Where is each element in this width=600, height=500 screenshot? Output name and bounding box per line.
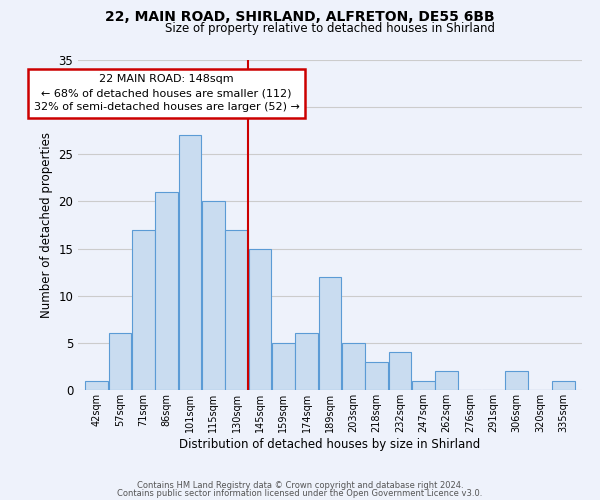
Text: Contains public sector information licensed under the Open Government Licence v3: Contains public sector information licen… bbox=[118, 488, 482, 498]
Bar bbox=[248, 248, 271, 390]
Bar bbox=[179, 136, 202, 390]
Bar bbox=[389, 352, 412, 390]
Bar bbox=[436, 371, 458, 390]
Bar bbox=[342, 343, 365, 390]
Bar bbox=[226, 230, 248, 390]
Bar bbox=[132, 230, 155, 390]
Bar bbox=[295, 334, 318, 390]
Text: 22 MAIN ROAD: 148sqm
← 68% of detached houses are smaller (112)
32% of semi-deta: 22 MAIN ROAD: 148sqm ← 68% of detached h… bbox=[34, 74, 299, 112]
Bar bbox=[412, 380, 434, 390]
Bar bbox=[365, 362, 388, 390]
Bar bbox=[319, 277, 341, 390]
X-axis label: Distribution of detached houses by size in Shirland: Distribution of detached houses by size … bbox=[179, 438, 481, 450]
Text: 22, MAIN ROAD, SHIRLAND, ALFRETON, DE55 6BB: 22, MAIN ROAD, SHIRLAND, ALFRETON, DE55 … bbox=[105, 10, 495, 24]
Bar bbox=[109, 334, 131, 390]
Bar bbox=[552, 380, 575, 390]
Bar bbox=[505, 371, 528, 390]
Bar bbox=[202, 202, 224, 390]
Title: Size of property relative to detached houses in Shirland: Size of property relative to detached ho… bbox=[165, 22, 495, 35]
Text: Contains HM Land Registry data © Crown copyright and database right 2024.: Contains HM Land Registry data © Crown c… bbox=[137, 481, 463, 490]
Bar bbox=[85, 380, 108, 390]
Bar bbox=[272, 343, 295, 390]
Y-axis label: Number of detached properties: Number of detached properties bbox=[40, 132, 53, 318]
Bar bbox=[155, 192, 178, 390]
